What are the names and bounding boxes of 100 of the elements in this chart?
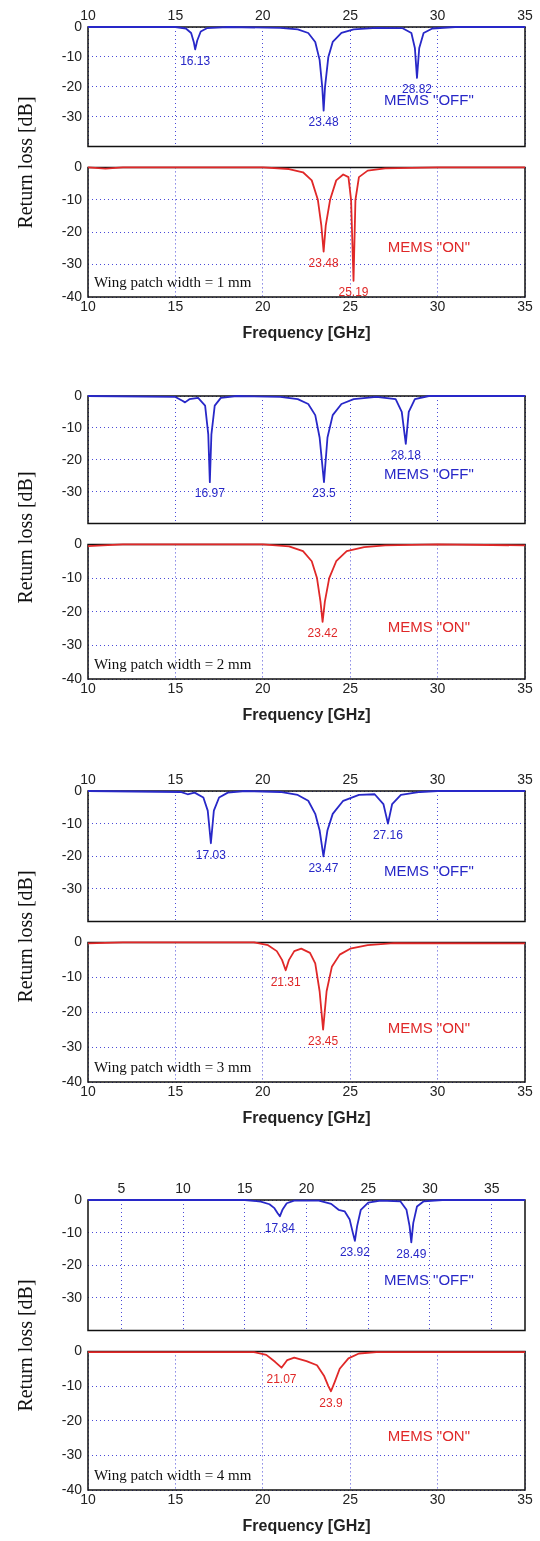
x-tick-label: 20 — [255, 1083, 271, 1100]
text: MEMS "ON" — [387, 1019, 471, 1037]
x-tick-label: 20 — [255, 680, 271, 697]
x-tick-label: 25 — [342, 771, 359, 788]
y-tick-label: -20 — [61, 1256, 83, 1273]
annotation: 23.48 — [308, 115, 339, 130]
y-tick-label: -10 — [61, 568, 83, 585]
x-tick-label: 30 — [429, 1083, 446, 1100]
y-tick-label: 0 — [74, 781, 83, 798]
y-tick-label: -20 — [61, 77, 83, 94]
x-tick-label: 20 — [255, 298, 271, 315]
annotation: 23.92 — [339, 1245, 371, 1260]
y-tick-label: 0 — [74, 933, 83, 950]
annotation: 28.18 — [390, 448, 422, 463]
y-tick-label: 0 — [74, 1190, 83, 1207]
x-axis-title: Frequency [GHz] — [242, 705, 371, 723]
x-tick-label: 35 — [517, 298, 533, 315]
text: MEMS "OFF" — [383, 862, 474, 880]
text: MEMS "ON" — [387, 1427, 471, 1445]
x-tick-label: 5 — [117, 1180, 126, 1197]
y-tick-label: -10 — [61, 1376, 83, 1393]
annotation: 17.84 — [264, 1220, 296, 1235]
x-axis-title: Frequency [GHz] — [242, 1516, 371, 1534]
y-tick-label: -10 — [61, 418, 83, 435]
annotation: Wing patch width = 4 mm — [94, 1467, 252, 1484]
annotation: 23.9 — [319, 1395, 343, 1410]
x-tick-label: 20 — [298, 1180, 315, 1197]
x-tick-label: 35 — [517, 1083, 533, 1100]
annotation: 23.48 — [308, 255, 339, 270]
x-tick-label: 25 — [342, 680, 359, 697]
x-tick-label: 30 — [429, 1491, 446, 1508]
x-tick-label: 35 — [517, 680, 533, 697]
x-tick-label: 30 — [429, 771, 446, 788]
y-axis-title: Return loss [dB] — [13, 870, 37, 1003]
x-tick-label: 30 — [429, 7, 446, 24]
annotation: 16.97 — [194, 486, 226, 501]
x-tick-label: 35 — [517, 1491, 533, 1508]
x-tick-label: 30 — [422, 1180, 438, 1197]
annotation: 28.49 — [396, 1246, 427, 1261]
x-tick-label: 20 — [255, 7, 271, 24]
annotation: 23.42 — [307, 626, 338, 641]
x-tick-label: 25 — [342, 1083, 359, 1100]
y-tick-label: 0 — [74, 158, 83, 175]
x-tick-label: 15 — [167, 1491, 184, 1508]
y-axis-title: Return loss [dB] — [13, 471, 37, 604]
x-tick-label: 15 — [167, 7, 184, 24]
y-axis-title: Return loss [dB] — [13, 1278, 37, 1412]
y-tick-label: -20 — [61, 223, 83, 240]
x-tick-label: 10 — [80, 1491, 96, 1508]
annotation: Wing patch width = 2 mm — [94, 656, 252, 673]
text: MEMS "OFF" — [383, 465, 474, 483]
y-tick-label: -30 — [61, 636, 83, 653]
y-tick-label: -40 — [61, 1480, 83, 1497]
y-tick-label: -10 — [61, 47, 83, 64]
y-tick-label: -40 — [61, 1072, 83, 1089]
y-tick-label: -10 — [61, 190, 83, 207]
x-tick-label: 10 — [80, 7, 96, 24]
x-tick-label: 10 — [80, 298, 96, 315]
annotation: Wing patch width = 1 mm — [94, 274, 252, 291]
y-tick-label: -10 — [61, 968, 83, 985]
x-tick-label: 10 — [175, 1180, 192, 1197]
annotation: 23.5 — [312, 486, 336, 501]
x-tick-label: 15 — [167, 1083, 184, 1100]
y-tick-label: -20 — [61, 1411, 83, 1428]
text: MEMS "OFF" — [383, 1271, 474, 1289]
annotation: 27.16 — [372, 827, 404, 842]
annotation: 16.13 — [180, 53, 211, 68]
y-tick-label: 0 — [74, 386, 83, 403]
y-tick-label: -30 — [61, 1288, 83, 1305]
x-tick-label: 15 — [167, 680, 184, 697]
annotation: 23.47 — [308, 860, 339, 875]
x-tick-label: 20 — [255, 1491, 271, 1508]
annotation: 21.31 — [270, 974, 302, 989]
annotation: 23.45 — [308, 1033, 339, 1048]
y-tick-label: -20 — [61, 602, 83, 619]
x-axis-title: Frequency [GHz] — [242, 323, 371, 341]
annotation: 21.07 — [266, 1372, 297, 1386]
x-tick-label: 25 — [342, 298, 359, 315]
x-tick-label: 35 — [517, 771, 533, 788]
x-tick-label: 35 — [517, 7, 533, 24]
y-tick-label: -20 — [61, 450, 83, 467]
x-axis-title: Frequency [GHz] — [242, 1108, 371, 1126]
y-tick-label: -40 — [61, 287, 83, 304]
y-tick-label: -30 — [61, 255, 83, 272]
x-tick-label: 35 — [483, 1180, 500, 1197]
x-tick-label: 30 — [429, 298, 446, 315]
x-tick-label: 10 — [80, 680, 96, 697]
y-tick-label: 0 — [74, 535, 83, 552]
text: MEMS "ON" — [387, 237, 471, 255]
x-tick-label: 15 — [167, 298, 184, 315]
annotation: Wing patch width = 3 mm — [94, 1059, 252, 1076]
y-tick-label: 0 — [74, 1342, 83, 1359]
x-tick-label: 25 — [360, 1180, 377, 1197]
y-tick-label: -30 — [61, 1446, 83, 1463]
y-tick-label: -30 — [61, 1037, 83, 1054]
x-tick-label: 25 — [342, 1491, 359, 1508]
y-tick-label: -10 — [61, 814, 83, 831]
annotation: 17.03 — [195, 847, 227, 862]
text: MEMS "ON" — [387, 617, 471, 635]
y-tick-label: -30 — [61, 107, 83, 124]
